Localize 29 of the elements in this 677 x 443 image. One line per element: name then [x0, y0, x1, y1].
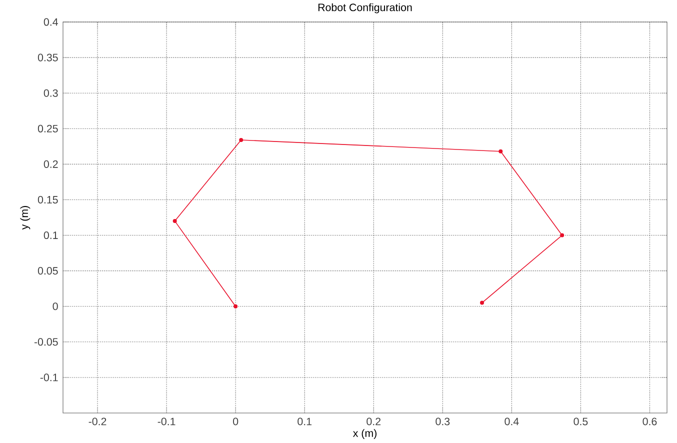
point — [172, 219, 177, 224]
x-tick-label: 0.1 — [298, 418, 312, 426]
x-tick-label: 0.2 — [366, 418, 381, 426]
y-tick-label: 0.35 — [38, 54, 58, 62]
chart-title: Robot Configuration — [318, 3, 412, 14]
y-tick-label: -0.05 — [34, 338, 58, 346]
y-tick-label: -0.1 — [40, 374, 58, 382]
point — [234, 304, 238, 308]
y-tick-label: 0.1 — [44, 232, 58, 240]
point — [480, 300, 484, 305]
y-tick-label: 0.4 — [44, 18, 58, 26]
y-tick-label: 0.2 — [44, 160, 58, 168]
y-tick-label: 0.05 — [38, 267, 58, 275]
point — [239, 138, 244, 142]
y-tick-label: 0.25 — [38, 124, 58, 132]
x-axis-title: x (m) — [352, 429, 376, 440]
x-tick-label: 0.3 — [436, 418, 450, 426]
x-tick-label: 0.6 — [642, 418, 657, 426]
x-tick-label: -0.1 — [158, 418, 176, 426]
point — [560, 233, 564, 238]
point — [498, 149, 503, 154]
y-tick-label: 0.3 — [44, 89, 58, 97]
x-tick-label: 0.4 — [504, 418, 519, 426]
y-tick-label: 0 — [52, 302, 58, 310]
y-tick-label: 0.15 — [38, 196, 58, 204]
x-tick-label: 0.5 — [574, 418, 588, 426]
x-tick-label: 0 — [233, 418, 238, 426]
x-tick-label: -0.2 — [88, 418, 106, 426]
y-axis-title: y (m) — [20, 206, 30, 230]
